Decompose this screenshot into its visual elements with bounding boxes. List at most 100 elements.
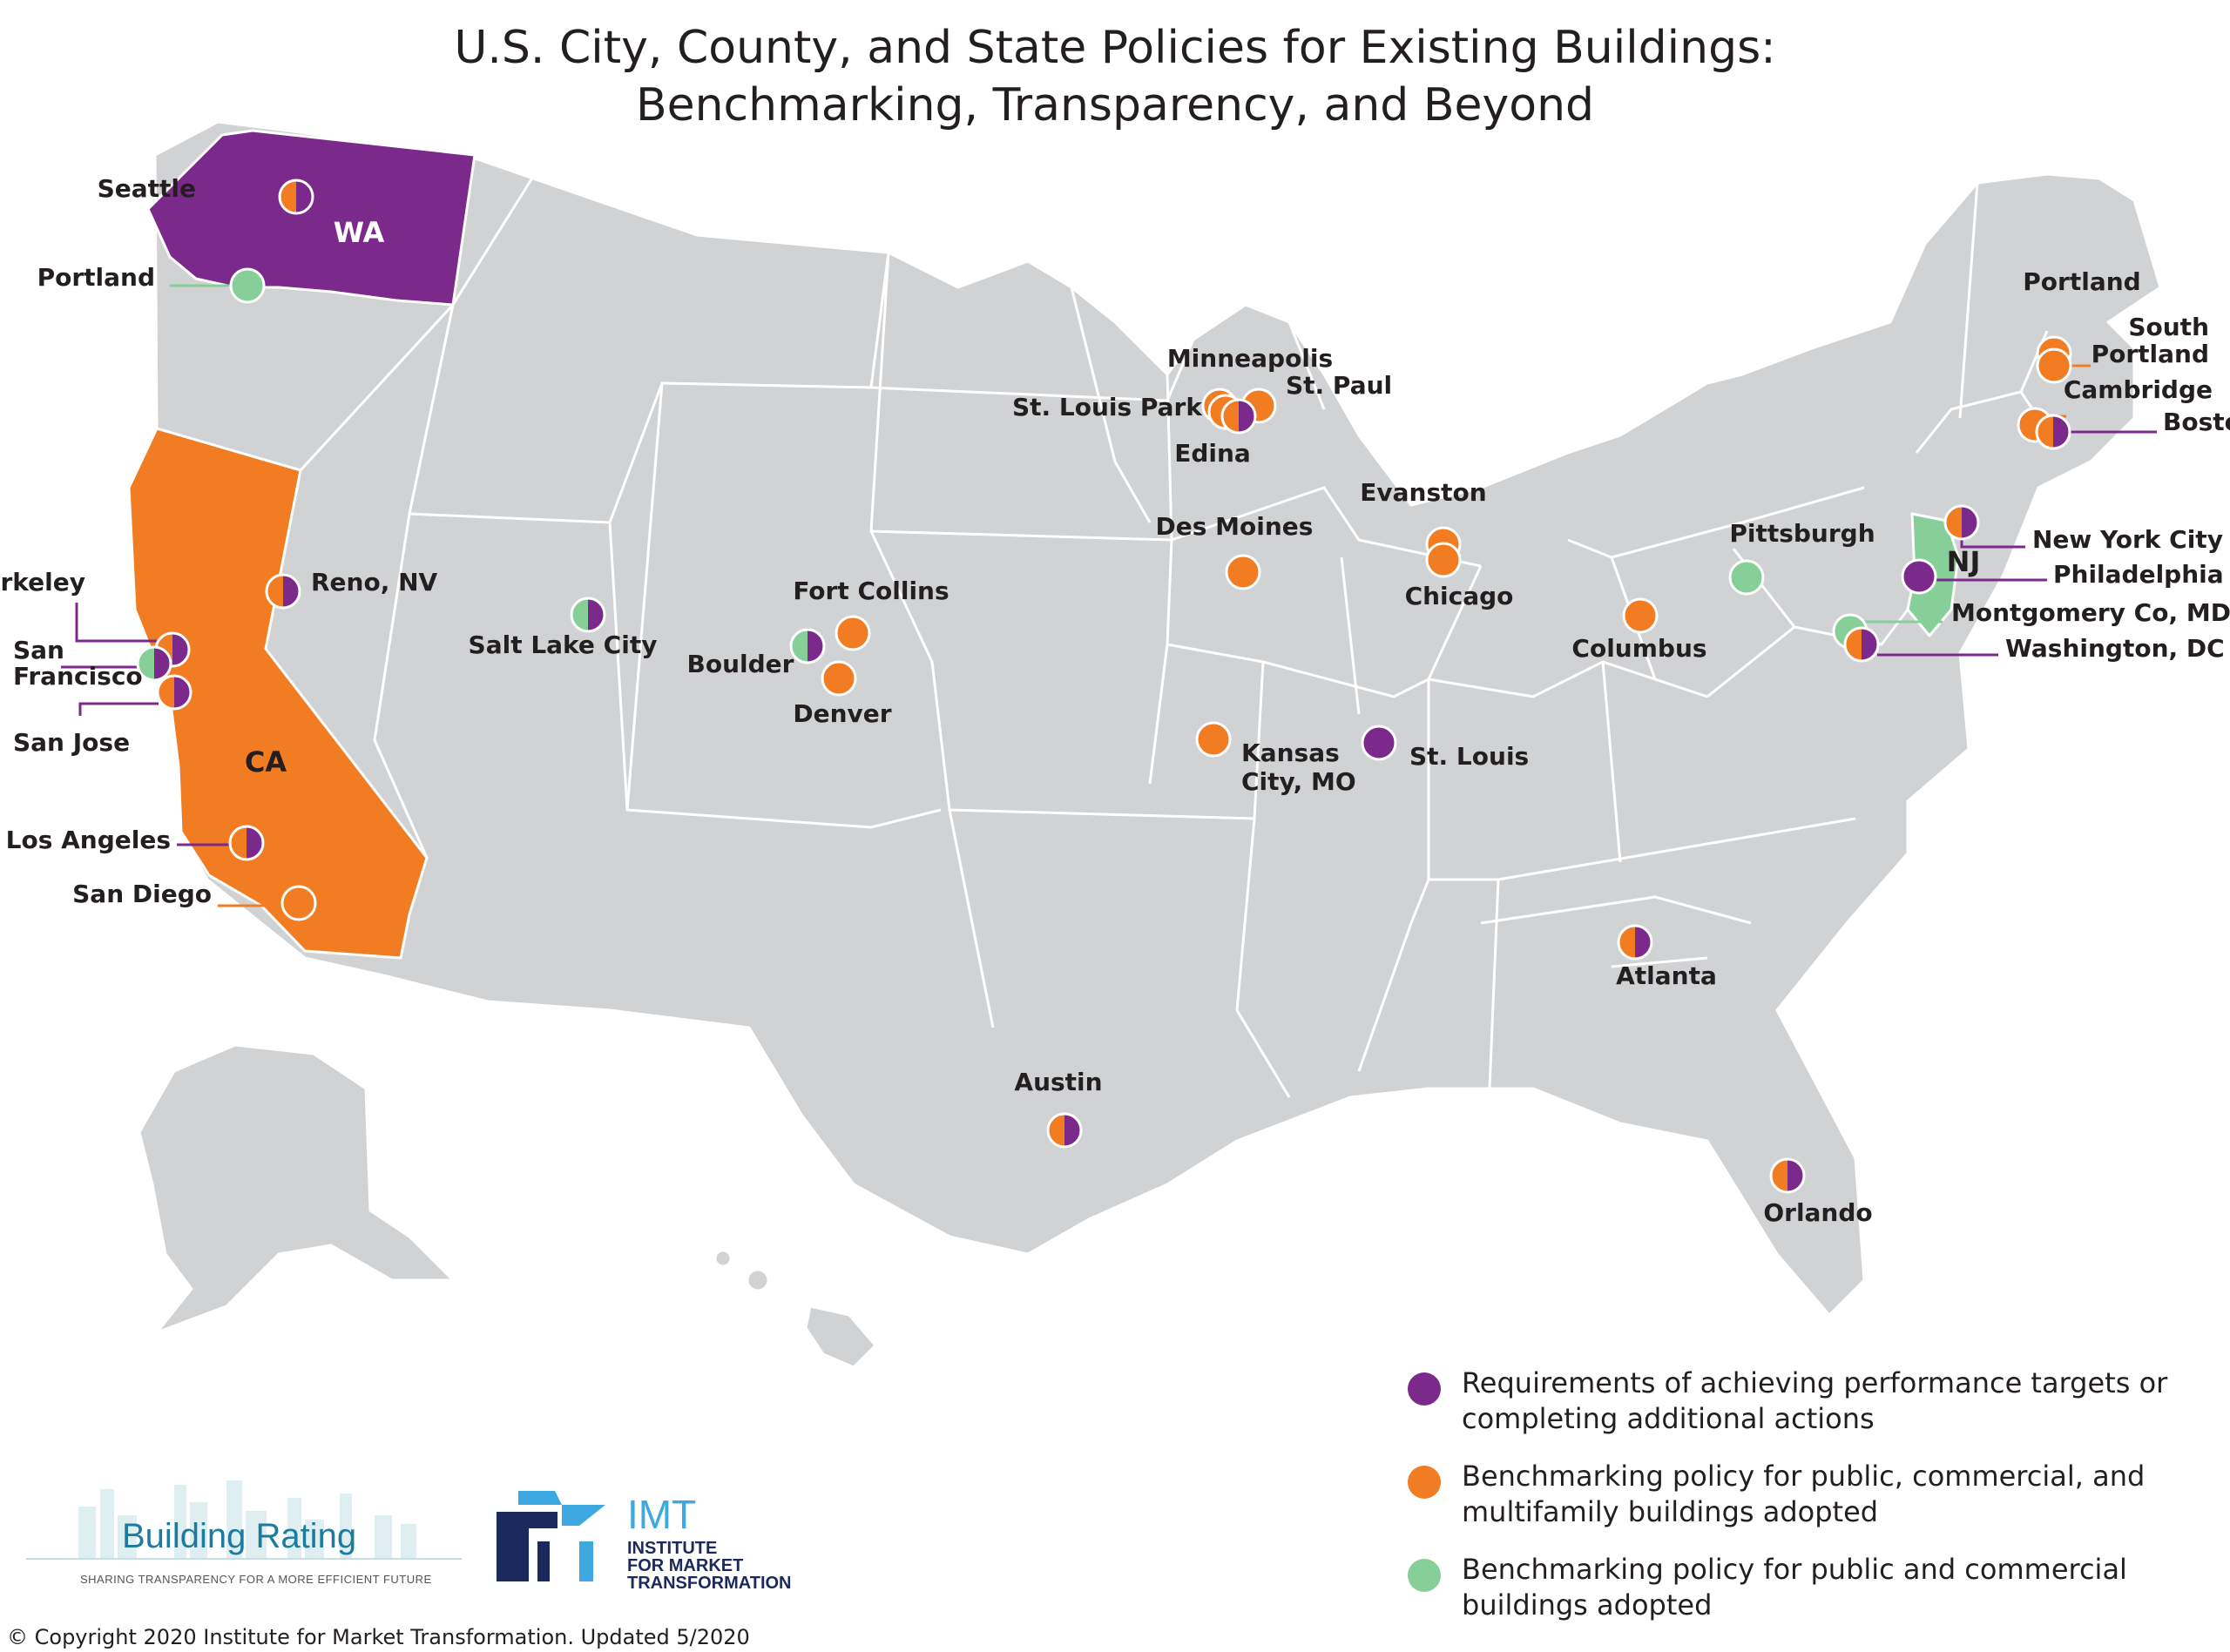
state-wa xyxy=(146,129,476,307)
city-label-philadelphia: Philadelphia xyxy=(2053,560,2224,589)
marker-dot xyxy=(1901,558,1937,595)
leader-line-berkeley xyxy=(75,603,157,643)
marker-ring xyxy=(1046,1112,1083,1149)
marker-half-right xyxy=(172,633,189,666)
city-label-atlanta: Atlanta xyxy=(1616,961,1717,990)
city-marker-seattle[interactable] xyxy=(278,179,314,215)
city-marker-des-moines[interactable] xyxy=(1225,554,1261,590)
city-label-montgomery-co: Montgomery Co, MD xyxy=(1951,598,2230,627)
city-marker-los-angeles[interactable] xyxy=(228,825,265,861)
city-marker-san-diego[interactable] xyxy=(280,885,317,921)
legend-text: Benchmarking policy for public, commerci… xyxy=(1462,1460,2146,1528)
legend: Requirements of achieving performance ta… xyxy=(1404,1365,2206,1645)
imt-line-1: INSTITUTE xyxy=(627,1539,718,1558)
city-label-san-francisco-line2: Francisco xyxy=(13,662,143,691)
city-marker-san-francisco[interactable] xyxy=(136,645,172,682)
marker-dot xyxy=(1425,542,1462,578)
city-label-kansas-city-line1: Kansas xyxy=(1241,738,1340,767)
legend-text: Benchmarking policy for public and comme… xyxy=(1462,1553,2127,1622)
city-marker-boulder[interactable] xyxy=(789,628,826,664)
city-label-st-louis-park: St. Louis Park xyxy=(1012,393,1203,421)
building-rating-tagline: SHARING TRANSPARENCY FOR A MORE EFFICIEN… xyxy=(80,1573,432,1586)
marker-half-right xyxy=(2053,415,2070,448)
imt-fullname: INSTITUTE FOR MARKET TRANSFORMATION xyxy=(627,1540,792,1592)
imt-mark-icon xyxy=(497,1491,605,1581)
city-marker-san-jose[interactable] xyxy=(156,674,193,711)
copyright-notice: © Copyright 2020 Institute for Market Tr… xyxy=(7,1625,750,1649)
city-label-des-moines: Des Moines xyxy=(1156,512,1314,541)
marker-half-left xyxy=(1048,1114,1064,1147)
marker-half-left xyxy=(1771,1159,1787,1192)
skyline-graphic xyxy=(26,1480,462,1560)
city-marker-fort-collins[interactable] xyxy=(835,615,871,651)
city-marker-atlanta[interactable] xyxy=(1617,924,1653,961)
marker-ring xyxy=(1943,504,1980,541)
marker-half-left xyxy=(1845,628,1862,661)
city-marker-kansas-city[interactable] xyxy=(1195,721,1232,758)
city-marker-columbus[interactable] xyxy=(1622,597,1659,634)
city-marker-washington-dc[interactable] xyxy=(1843,626,1880,663)
marker-half-left xyxy=(791,630,808,663)
city-marker-portland-or[interactable] xyxy=(229,267,266,304)
marker-half-right xyxy=(1635,926,1652,959)
marker-ring xyxy=(156,674,193,711)
city-label-los-angeles: Los Angeles xyxy=(6,826,171,854)
marker-half-left xyxy=(1222,400,1239,433)
city-marker-orlando[interactable] xyxy=(1769,1157,1806,1194)
city-marker-edina[interactable] xyxy=(1220,398,1257,435)
marker-half-left xyxy=(1618,926,1635,959)
city-label-edina: Edina xyxy=(1174,439,1251,468)
city-label-washington-dc: Washington, DC xyxy=(2005,634,2225,663)
state-label-wa: WA xyxy=(334,216,385,249)
legend-text: Requirements of achieving performance ta… xyxy=(1462,1366,2168,1435)
city-label-kansas-city-line2: City, MO xyxy=(1241,767,1356,796)
legend-item-benchmark-partial: Benchmarking policy for public and comme… xyxy=(1404,1552,2206,1623)
city-marker-salt-lake-city[interactable] xyxy=(570,597,606,633)
city-label-seattle: Seattle xyxy=(98,174,196,203)
marker-ring xyxy=(2035,414,2071,450)
marker-ring xyxy=(265,573,301,610)
hawaii-island-1 xyxy=(746,1268,770,1292)
city-marker-pittsburgh[interactable] xyxy=(1728,559,1765,596)
legend-dot-green xyxy=(1408,1559,1441,1592)
city-marker-boston[interactable] xyxy=(2035,414,2071,450)
marker-dot xyxy=(280,885,317,921)
city-marker-reno[interactable] xyxy=(265,573,301,610)
city-label-south-portland-line1: South xyxy=(2128,313,2209,341)
marker-half-right xyxy=(1787,1159,1804,1192)
imt-logo: IMT INSTITUTE FOR MARKET TRANSFORMATION xyxy=(492,1480,823,1594)
land-shapes xyxy=(127,120,2162,1369)
marker-half-right xyxy=(296,180,313,213)
imt-name: IMT xyxy=(627,1492,697,1537)
city-label-evanston: Evanston xyxy=(1360,478,1486,507)
marker-half-right xyxy=(588,598,605,631)
legend-item-performance: Requirements of achieving performance ta… xyxy=(1404,1365,2206,1437)
marker-half-right xyxy=(174,676,191,709)
city-marker-denver[interactable] xyxy=(821,660,857,697)
marker-half-left xyxy=(230,826,247,860)
city-label-minneapolis: Minneapolis xyxy=(1167,344,1333,373)
city-marker-st-louis[interactable] xyxy=(1361,725,1397,761)
marker-dot xyxy=(229,267,266,304)
marker-half-left xyxy=(138,647,154,680)
hawaii-island-2 xyxy=(713,1249,733,1268)
marker-dot xyxy=(1361,725,1397,761)
city-marker-south-portland[interactable] xyxy=(2036,347,2072,384)
city-marker-chicago[interactable] xyxy=(1425,542,1462,578)
city-marker-austin[interactable] xyxy=(1046,1112,1083,1149)
marker-half-left xyxy=(158,676,174,709)
marker-dot xyxy=(835,615,871,651)
city-marker-philadelphia[interactable] xyxy=(1901,558,1937,595)
city-label-st-louis: St. Louis xyxy=(1409,742,1529,771)
marker-dot xyxy=(1622,597,1659,634)
marker-half-right xyxy=(1239,400,1255,433)
state-label-nj: NJ xyxy=(1947,545,1981,578)
city-label-san-francisco-line1: San xyxy=(13,636,64,664)
city-marker-new-york-city[interactable] xyxy=(1943,504,1980,541)
marker-dot xyxy=(1728,559,1765,596)
city-label-san-diego: San Diego xyxy=(72,880,212,908)
city-label-austin: Austin xyxy=(1014,1068,1102,1096)
city-label-new-york-city: New York City xyxy=(2032,525,2223,554)
marker-half-left xyxy=(280,180,296,213)
